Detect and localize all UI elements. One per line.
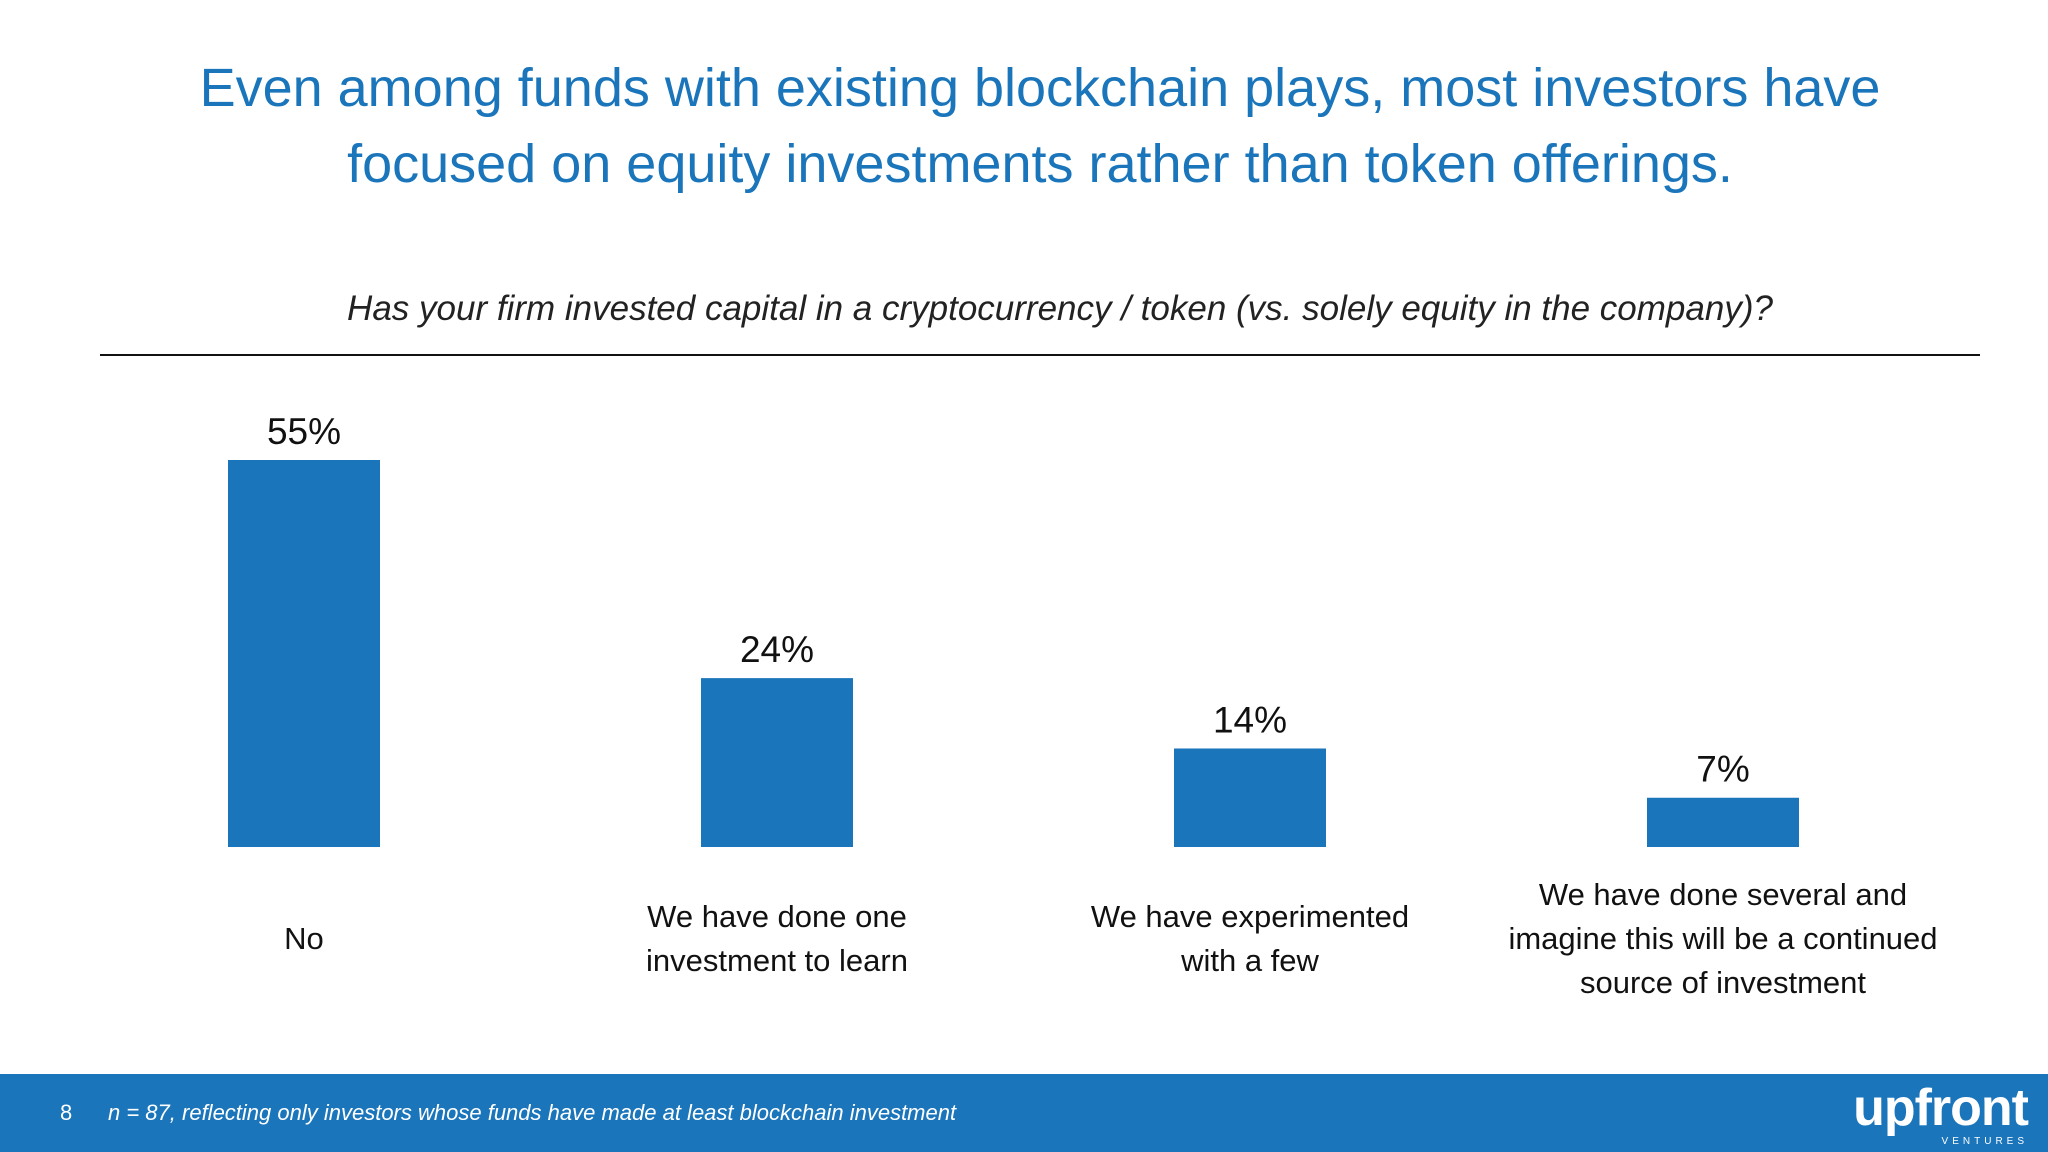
upfront-logo: upfront VENTURES [1853, 1079, 2029, 1148]
category-label-line: with a few [1180, 943, 1319, 978]
divider-line [100, 354, 1980, 356]
bar-2 [701, 678, 853, 847]
category-label-3: We have experimented with a few [1091, 899, 1409, 978]
category-label-line: We have done one [647, 899, 907, 934]
footer-bar: 8 n = 87, reflecting only investors whos… [0, 1074, 2048, 1152]
category-label-1: No [284, 921, 324, 956]
value-label-1: 55% [267, 411, 341, 452]
slide-title: Even among funds with existing blockchai… [199, 58, 1881, 194]
category-label-4: We have done several and imagine this wil… [1508, 877, 1937, 1000]
survey-question: Has your firm invested capital in a cryp… [347, 289, 1773, 328]
category-label-line: We have done several and [1539, 877, 1907, 912]
logo-subtext: VENTURES [1941, 1136, 2028, 1147]
bar-4 [1647, 797, 1799, 847]
page-number: 8 [60, 1100, 73, 1125]
value-label-2: 24% [740, 629, 814, 670]
category-label-line: imagine this will be a continued [1508, 921, 1937, 956]
logo-wordmark: upfront [1853, 1079, 2029, 1137]
category-label-line: We have experimented [1091, 899, 1409, 934]
bar-1 [228, 460, 380, 847]
footnote: n = 87, reflecting only investors whose … [108, 1100, 957, 1125]
category-label-2: We have done one investment to learn [646, 899, 908, 978]
bar-3 [1174, 748, 1326, 847]
value-label-4: 7% [1696, 749, 1749, 790]
category-label-line: source of investment [1580, 965, 1866, 1000]
category-label-line: No [284, 921, 324, 956]
value-label-3: 14% [1213, 699, 1287, 740]
category-label-line: investment to learn [646, 943, 908, 978]
